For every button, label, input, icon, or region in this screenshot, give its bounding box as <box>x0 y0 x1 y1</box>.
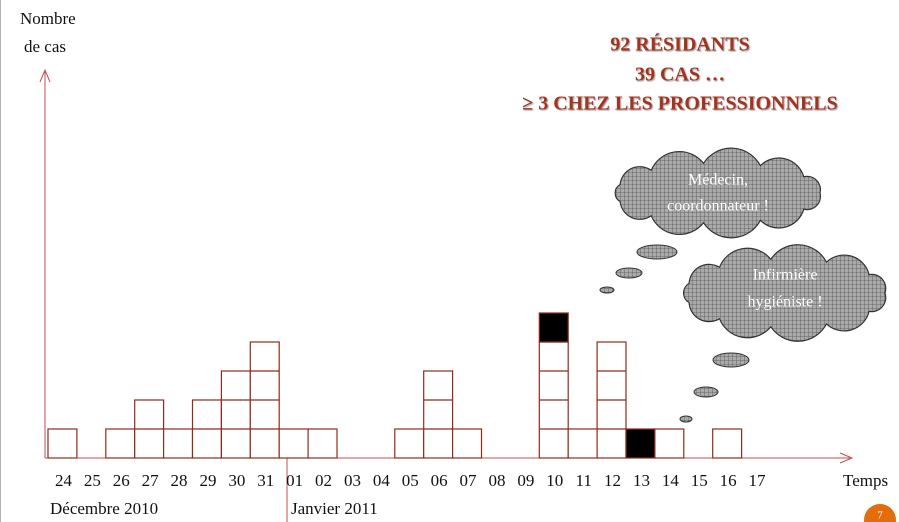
month-label: Janvier 2011 <box>291 499 378 518</box>
x-tick-label: 30 <box>228 471 245 490</box>
case-box <box>712 428 743 459</box>
x-tick-label: 07 <box>460 471 478 490</box>
x-tick-label: 08 <box>488 471 505 490</box>
month-label: Décembre 2010 <box>50 499 158 518</box>
x-tick-label: 10 <box>546 471 563 490</box>
x-tick-label: 16 <box>720 471 737 490</box>
x-tick-label: 27 <box>142 471 160 490</box>
y-label: Nombre <box>20 9 76 28</box>
x-tick-label: 25 <box>84 471 101 490</box>
thought-bubble <box>712 352 750 368</box>
case-box <box>307 428 338 459</box>
page-badge <box>864 504 896 522</box>
clouds <box>599 147 887 423</box>
title: 92 RÉSIDANTS <box>610 33 749 56</box>
case-box <box>220 370 251 459</box>
thought-bubble <box>679 415 693 423</box>
thought-bubble <box>599 286 615 294</box>
x-tick-label: 02 <box>315 471 332 490</box>
x-tick-label: 28 <box>171 471 188 490</box>
case-box <box>423 370 454 459</box>
x-tick-label: 03 <box>344 471 361 490</box>
x-tick-label: 13 <box>633 471 650 490</box>
case-box <box>47 428 78 459</box>
x-tick-label: 14 <box>662 471 680 490</box>
case-box <box>452 428 483 459</box>
thought-bubble <box>636 244 678 260</box>
y-label: de cas <box>24 37 66 56</box>
cloud-text: Infirmière <box>753 267 818 284</box>
cloud-text: Médecin, <box>688 172 748 189</box>
case-box <box>625 428 656 459</box>
y-axis <box>39 68 51 458</box>
case-box <box>654 428 685 459</box>
x-tick-label: 17 <box>749 471 767 490</box>
x-tick-label: 15 <box>691 471 708 490</box>
x-tick-label: 11 <box>575 471 591 490</box>
thought-cloud <box>614 147 822 239</box>
thought-cloud <box>683 244 887 342</box>
case-box <box>105 428 136 459</box>
case-box <box>394 428 425 459</box>
case-box <box>278 428 309 459</box>
x-tick-label: 09 <box>517 471 534 490</box>
x-tick-label: 06 <box>431 471 448 490</box>
x-tick-label: 05 <box>402 471 419 490</box>
title: ≥ 3 CHEZ LES PROFESSIONNELS <box>522 93 838 115</box>
case-box <box>567 428 598 459</box>
case-box <box>538 312 569 343</box>
case-box <box>163 428 194 459</box>
x-tick-label: 29 <box>199 471 216 490</box>
x-tick-label: 31 <box>257 471 274 490</box>
thought-bubble <box>615 267 643 279</box>
cloud-text: hygiéniste ! <box>747 294 822 311</box>
title: 39 CAS … <box>635 64 725 86</box>
x-tick-label: 04 <box>373 471 391 490</box>
x-tick-label: 01 <box>286 471 303 490</box>
x-label: Temps <box>843 471 888 490</box>
x-tick-label: 26 <box>113 471 130 490</box>
x-tick-label: 24 <box>55 471 73 490</box>
page-number: 7 <box>877 510 883 522</box>
x-tick-label: 12 <box>604 471 621 490</box>
thought-bubble <box>693 386 719 398</box>
cloud-text: coordonnateur ! <box>667 198 769 215</box>
